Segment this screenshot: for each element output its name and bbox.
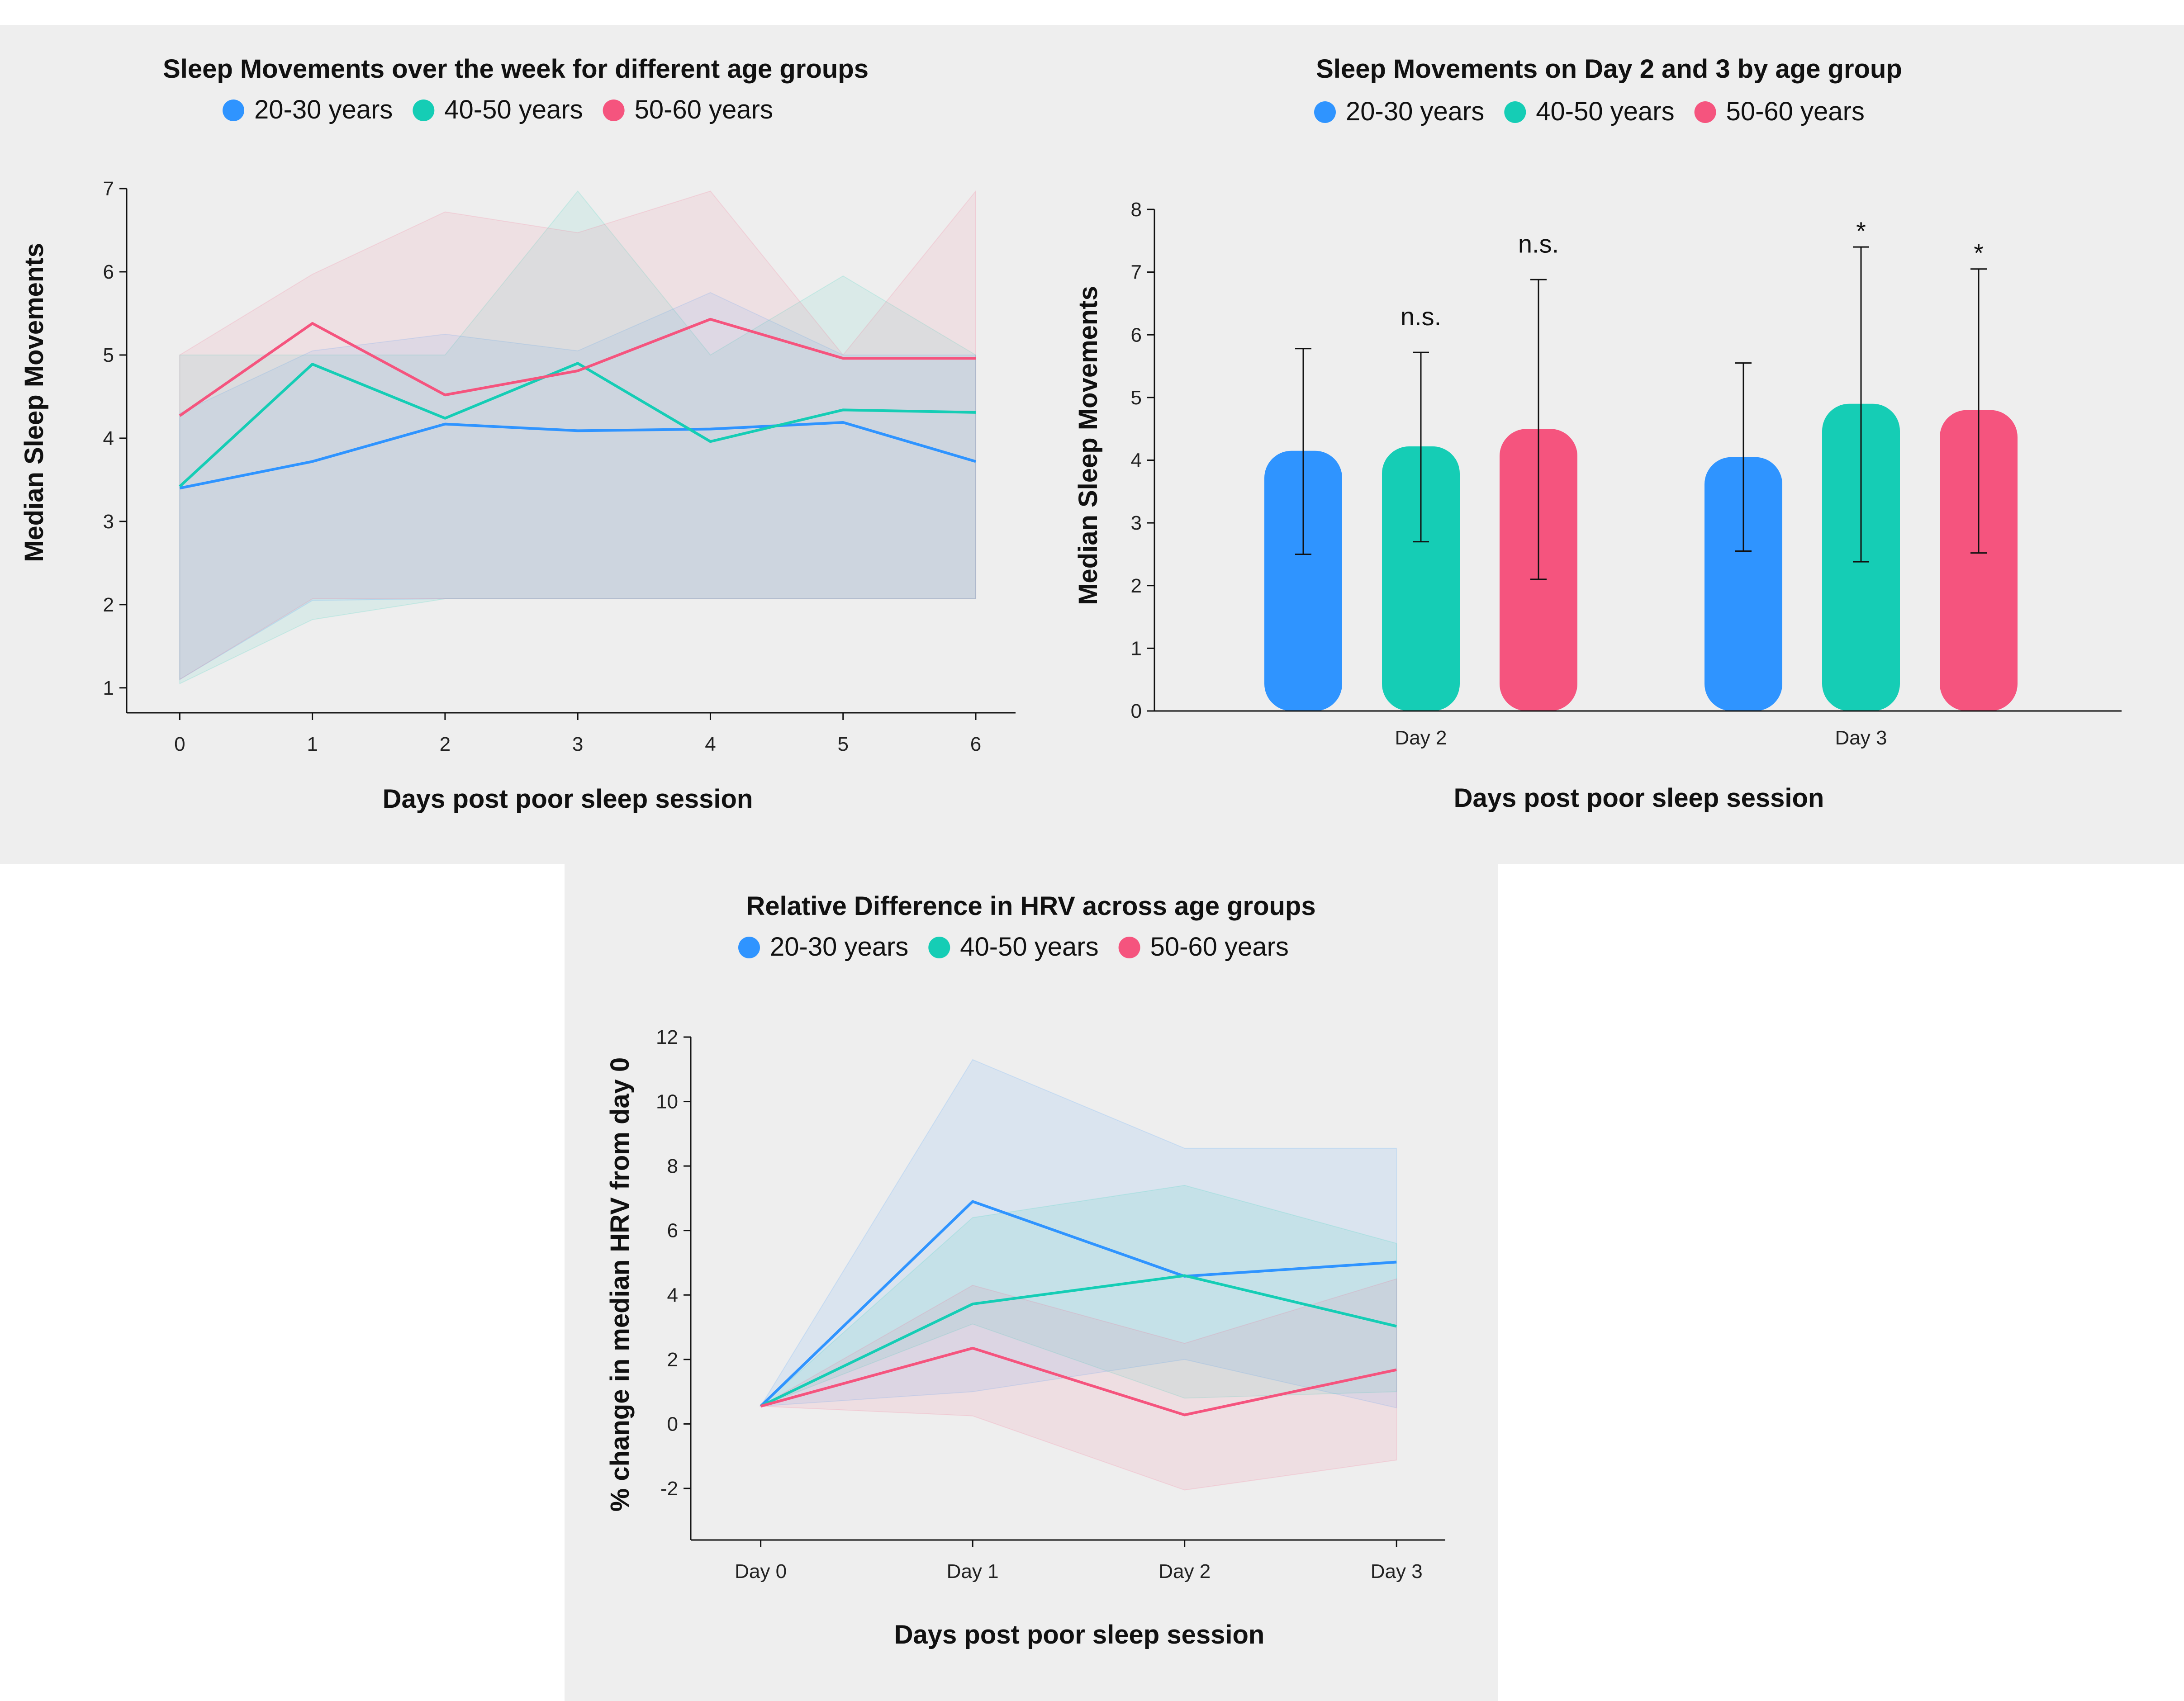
legend-marker-1: [928, 937, 950, 958]
plot-area: n.s. * n.s. * 0 1 2 3 4 5 6 7 8 Day 2 Day 3: [1131, 199, 2122, 749]
confidence-band-1: [179, 190, 977, 685]
legend-marker-2: [603, 100, 625, 121]
legend-marker-1: [1504, 101, 1526, 123]
y-axis-title: Median Sleep Movements: [1073, 286, 1103, 605]
y-tick-label: 3: [1131, 512, 1142, 534]
x-axis-title: Days post poor sleep session: [894, 1620, 1265, 1649]
x-tick-label: Day 0: [735, 1560, 787, 1583]
legend-label-2: 50-60 years: [1150, 932, 1289, 962]
series-line-1: [179, 362, 976, 488]
confidence-band-2: [179, 190, 977, 681]
y-tick-label: 2: [667, 1349, 678, 1371]
y-tick-label: 0: [1131, 700, 1142, 722]
x-axis-title: Days post poor sleep session: [383, 784, 753, 814]
y-tick-label: 4: [667, 1284, 678, 1306]
legend-marker-0: [738, 937, 760, 958]
plot-area: 1 2 3 4 5 6 7 0 1 2 3 4 5 6: [103, 178, 1016, 755]
y-tick-label: 6: [103, 261, 114, 283]
chart-day2-day3-bars: Sleep Movements on Day 2 and 3 by age gr…: [1073, 54, 2122, 813]
x-tick-label: 3: [572, 733, 583, 755]
x-axis-title: Days post poor sleep session: [1454, 783, 1824, 813]
legend-marker-2: [1118, 937, 1140, 958]
y-tick-label: 0: [667, 1413, 678, 1435]
confidence-band-1: [760, 1185, 1397, 1407]
legend-marker-0: [223, 100, 244, 121]
significance-label-1-1: *: [1856, 217, 1866, 245]
x-tick-label: Day 3: [1835, 727, 1887, 749]
legend-marker-1: [413, 100, 435, 121]
legend-label-2: 50-60 years: [1726, 97, 1865, 126]
legend-label-0: 20-30 years: [1346, 97, 1484, 126]
bottom-panel-background: [565, 864, 1498, 1701]
bar-0-1: [1704, 457, 1782, 711]
legend-label-1: 40-50 years: [960, 932, 1098, 962]
confidence-band-0: [179, 292, 977, 681]
legend-label-2: 50-60 years: [635, 95, 773, 124]
x-tick-label: 5: [837, 733, 848, 755]
y-tick-label: 7: [103, 178, 114, 200]
chart-legend: 20-30 years 40-50 years 50-60 years: [738, 932, 1289, 962]
y-tick-label: 7: [1131, 261, 1142, 284]
significance-label-1-0: n.s.: [1401, 302, 1441, 331]
significance-label-2-0: n.s.: [1518, 229, 1559, 258]
series-line-0: [179, 421, 976, 490]
y-axis-title: % change in median HRV from day 0: [605, 1057, 635, 1512]
y-tick-label: 1: [103, 677, 114, 699]
y-tick-label: 1: [1131, 637, 1142, 659]
chart-title: Relative Difference in HRV across age gr…: [746, 891, 1315, 921]
legend-label-1: 40-50 years: [1536, 97, 1674, 126]
bar-2-1: [1940, 410, 2018, 711]
x-tick-label: 6: [970, 733, 981, 755]
x-tick-label: 1: [307, 733, 318, 755]
significance-label-2-1: *: [1974, 239, 1984, 267]
series-line-1: [760, 1274, 1397, 1407]
legend-marker-2: [1694, 101, 1716, 123]
y-tick-label: 8: [1131, 199, 1142, 221]
confidence-band-2: [759, 1278, 1397, 1491]
y-tick-label: 6: [667, 1220, 678, 1242]
y-tick-label: 4: [1131, 450, 1142, 472]
series-line-2: [179, 317, 976, 417]
chart-legend: 20-30 years 40-50 years 50-60 years: [223, 95, 773, 124]
legend-label-1: 40-50 years: [444, 95, 583, 124]
x-tick-label: Day 2: [1395, 727, 1447, 749]
y-tick-label: -2: [660, 1478, 678, 1500]
chart-title: Sleep Movements on Day 2 and 3 by age gr…: [1316, 54, 1902, 84]
x-tick-label: Day 2: [1158, 1560, 1211, 1583]
y-tick-label: 6: [1131, 324, 1142, 346]
chart-title: Sleep Movements over the week for differ…: [163, 54, 869, 84]
y-tick-label: 5: [1131, 387, 1142, 409]
series-line-0: [760, 1200, 1397, 1407]
y-axis-title: Median Sleep Movements: [19, 243, 49, 562]
x-tick-label: Day 1: [947, 1560, 999, 1583]
series-line-2: [760, 1346, 1397, 1417]
legend-label-0: 20-30 years: [254, 95, 393, 124]
chart-weekly-sleep-movements: Sleep Movements over the week for differ…: [19, 54, 1016, 814]
x-tick-label: 4: [705, 733, 716, 755]
y-tick-label: 4: [103, 427, 114, 450]
bar-0-0: [1264, 450, 1342, 711]
legend-marker-0: [1314, 101, 1336, 123]
bar-1-0: [1382, 446, 1460, 711]
confidence-band-0: [760, 1059, 1397, 1408]
chart-hrv-relative-difference: Relative Difference in HRV across age gr…: [605, 891, 1445, 1649]
legend-label-0: 20-30 years: [770, 932, 908, 962]
x-tick-label: 0: [174, 733, 185, 755]
y-tick-label: 12: [656, 1026, 678, 1048]
y-tick-label: 2: [103, 594, 114, 616]
plot-area: -2 0 2 4 6 8 10 12 Day 0 Day 1 Day 2 Day 3: [656, 1026, 1445, 1583]
y-tick-label: 10: [656, 1091, 678, 1113]
y-tick-label: 2: [1131, 575, 1142, 597]
y-tick-label: 8: [667, 1155, 678, 1177]
chart-legend: 20-30 years 40-50 years 50-60 years: [1314, 97, 1865, 126]
y-tick-label: 3: [103, 511, 114, 533]
top-panel-background: [0, 25, 2184, 864]
y-tick-label: 5: [103, 344, 114, 366]
x-tick-label: 2: [440, 733, 451, 755]
x-tick-label: Day 3: [1371, 1560, 1423, 1583]
